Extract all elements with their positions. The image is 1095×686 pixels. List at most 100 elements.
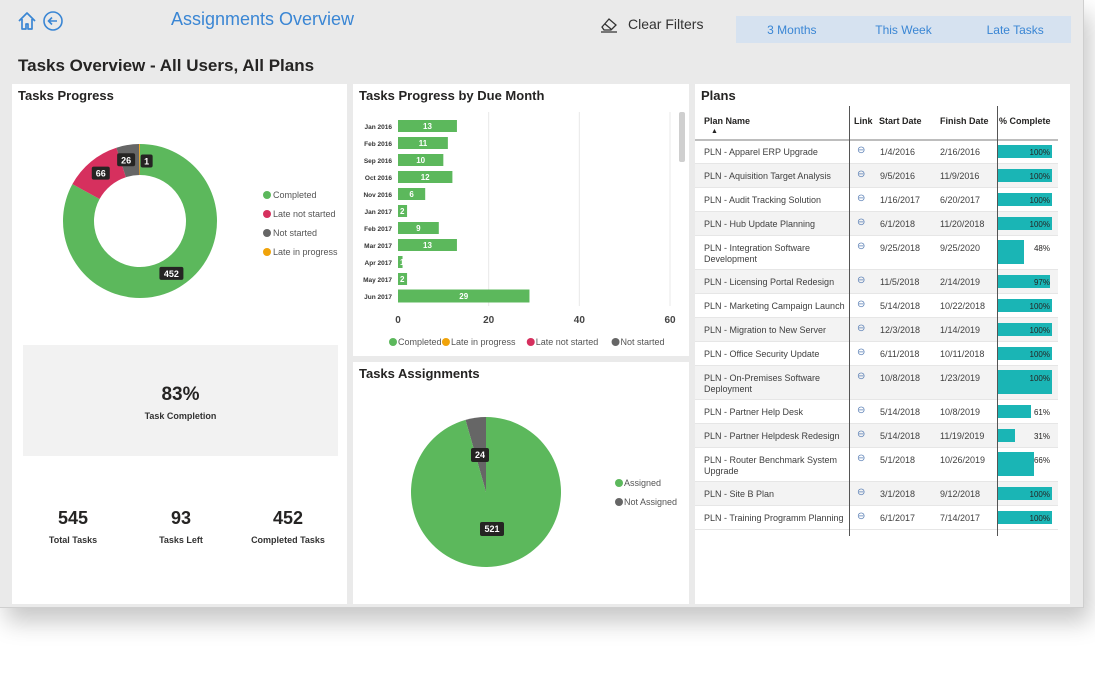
task-completion-caption: Task Completion xyxy=(144,411,217,421)
start-date-cell: 5/14/2018 xyxy=(880,431,921,441)
table-row[interactable]: PLN - Router Benchmark System Upgrade ⊖ 5/1… xyxy=(695,448,1058,482)
link-icon[interactable]: ⊖ xyxy=(857,429,866,440)
tab-late-tasks[interactable]: Late Tasks xyxy=(986,22,1044,37)
sort-ascending-icon[interactable]: ▲ xyxy=(711,128,718,135)
table-row[interactable]: PLN - Partner Helpdesk Redesign ⊖ 5/14/201… xyxy=(695,424,1058,448)
plan-name-line: Development xyxy=(704,254,758,264)
assignments-panel: Tasks Assignments 24 521 Assigned Not Assig… xyxy=(353,362,689,604)
by-month-title: Tasks Progress by Due Month xyxy=(359,88,545,103)
x-tick-label: 20 xyxy=(483,315,495,326)
y-tick-label: Sep 2016 xyxy=(364,158,393,165)
col-link[interactable]: Link xyxy=(854,116,873,126)
pct-complete-bar xyxy=(998,370,1052,394)
pct-complete-bar xyxy=(998,169,1052,182)
link-icon[interactable]: ⊖ xyxy=(857,487,866,498)
table-row[interactable]: PLN - Hub Update Planning ⊖ 6/1/2018 11/20/… xyxy=(695,212,1058,236)
table-row[interactable]: PLN - On-Premises Software Deployment ⊖ 10/… xyxy=(695,366,1058,400)
link-icon[interactable]: ⊖ xyxy=(857,453,866,464)
y-tick-label: Nov 2016 xyxy=(363,192,392,199)
legend-label-completed: Completed xyxy=(398,337,442,347)
pct-complete-bar xyxy=(998,193,1052,206)
col-pct-complete[interactable]: % Complete xyxy=(999,116,1051,126)
pct-complete-bar xyxy=(998,275,1051,288)
report-frame: Assignments Overview Clear Filters 3 Mon… xyxy=(0,0,1084,608)
table-row[interactable]: PLN - Audit Tracking Solution ⊖ 1/16/2017 6… xyxy=(695,188,1058,212)
col-finish-date[interactable]: Finish Date xyxy=(940,116,989,126)
table-row[interactable]: PLN - Migration to New Server ⊖ 12/3/2018 1… xyxy=(695,318,1058,342)
legend-item-late-in-progress: Late in progress xyxy=(263,242,338,261)
plan-name-cell: PLN - On-Premises Software Deployment xyxy=(704,373,820,395)
link-icon[interactable]: ⊖ xyxy=(857,371,866,382)
plan-name-cell: PLN - Marketing Campaign Launch xyxy=(704,301,845,312)
finish-date-cell: 2/14/2019 xyxy=(940,277,981,287)
data-label-not-assigned: 24 xyxy=(475,450,485,460)
col-start-date[interactable]: Start Date xyxy=(879,116,922,126)
finish-date-cell: 11/9/2016 xyxy=(940,171,980,181)
pct-complete-bar xyxy=(998,145,1052,158)
link-icon[interactable]: ⊖ xyxy=(857,347,866,358)
back-circle-icon[interactable] xyxy=(42,10,64,32)
table-row[interactable]: PLN - Apparel ERP Upgrade ⊖ 1/4/2016 2/16/2… xyxy=(695,140,1058,164)
table-row[interactable]: PLN - Licensing Portal Redesign ⊖ 11/5/201… xyxy=(695,270,1058,294)
bar-data-label: 10 xyxy=(416,156,425,165)
data-label-late-not-started: 66 xyxy=(96,169,106,179)
finish-date-cell: 10/22/2018 xyxy=(940,301,986,311)
link-icon[interactable]: ⊖ xyxy=(857,217,866,228)
link-icon[interactable]: ⊖ xyxy=(857,323,866,334)
plan-name-line: PLN - Partner Help Desk xyxy=(704,407,804,417)
home-icon[interactable] xyxy=(16,10,38,32)
plan-name-line: Upgrade xyxy=(704,466,739,476)
plans-panel: Plans Plan Name ▲ Link Start Date Finish… xyxy=(695,84,1070,604)
task-completion-card: 83% Task Completion xyxy=(23,345,338,456)
bar-data-label: 29 xyxy=(459,292,468,301)
legend-dot xyxy=(389,338,397,346)
tasks-progress-title: Tasks Progress xyxy=(18,88,114,103)
bar-may-2017 xyxy=(398,273,408,285)
pct-complete-bar xyxy=(998,405,1031,418)
table-row[interactable]: PLN - Site B Plan ⊖ 3/1/2018 9/12/2018 100% xyxy=(695,482,1058,506)
link-icon[interactable]: ⊖ xyxy=(857,405,866,416)
link-icon[interactable]: ⊖ xyxy=(857,511,866,522)
tab-3-months[interactable]: 3 Months xyxy=(767,22,817,37)
link-icon[interactable]: ⊖ xyxy=(857,169,866,180)
chart-scrollbar[interactable] xyxy=(679,112,685,162)
data-label-late-in-progress: 1 xyxy=(144,157,149,167)
start-date-cell: 1/4/2016 xyxy=(880,147,916,157)
table-row[interactable]: PLN - Partner Help Desk ⊖ 5/14/2018 10/8/20… xyxy=(695,400,1058,424)
quick-filter-tabs: 3 Months This Week Late Tasks xyxy=(736,16,1071,43)
finish-date-cell: 7/14/2017 xyxy=(940,513,981,523)
bar-data-label: 13 xyxy=(423,122,432,131)
pie-slice-assigned xyxy=(411,417,561,567)
pct-complete-bar xyxy=(998,452,1034,476)
pct-complete-value: 97% xyxy=(1033,278,1050,287)
link-icon[interactable]: ⊖ xyxy=(857,299,866,310)
tasks-progress-donut: 452 66 26 1 xyxy=(63,144,217,298)
start-date-cell: 6/11/2018 xyxy=(880,349,920,359)
plan-name-line: PLN - Marketing Campaign Launch xyxy=(704,301,845,311)
y-tick-label: Feb 2016 xyxy=(364,141,392,148)
pct-complete-bar xyxy=(998,323,1052,336)
plan-name-cell: PLN - Partner Help Desk xyxy=(704,407,803,418)
data-label-not-started: 26 xyxy=(121,155,131,165)
link-icon[interactable]: ⊖ xyxy=(857,145,866,156)
table-row[interactable]: PLN - Marketing Campaign Launch ⊖ 5/14/201… xyxy=(695,294,1058,318)
table-row[interactable]: PLN - Aquisition Target Analysis ⊖ 9/5/201… xyxy=(695,164,1058,188)
link-icon[interactable]: ⊖ xyxy=(857,275,866,286)
tab-this-week[interactable]: This Week xyxy=(875,22,932,37)
legend-dot xyxy=(611,338,620,346)
table-row[interactable]: PLN - Training Programm Planning ⊖ 6/1/201… xyxy=(695,506,1058,530)
pct-complete-value: 31% xyxy=(1033,432,1050,441)
link-icon[interactable]: ⊖ xyxy=(857,193,866,204)
col-plan-name[interactable]: Plan Name xyxy=(704,116,751,126)
pct-complete-value: 100% xyxy=(1029,172,1050,181)
link-icon[interactable]: ⊖ xyxy=(857,241,866,252)
start-date-cell: 11/5/2018 xyxy=(880,277,920,287)
table-row[interactable]: PLN - Integration Software Development ⊖ 9/… xyxy=(695,236,1058,270)
legend-dot xyxy=(615,479,623,487)
legend-label: Late not started xyxy=(273,208,336,219)
table-row[interactable]: PLN - Office Security Update ⊖ 6/11/2018 10… xyxy=(695,342,1058,366)
clear-filters-button[interactable]: Clear Filters xyxy=(598,14,703,34)
y-tick-label: Jan 2017 xyxy=(365,209,393,216)
start-date-cell: 1/16/2017 xyxy=(880,195,921,205)
bar-feb-2017 xyxy=(398,222,439,234)
